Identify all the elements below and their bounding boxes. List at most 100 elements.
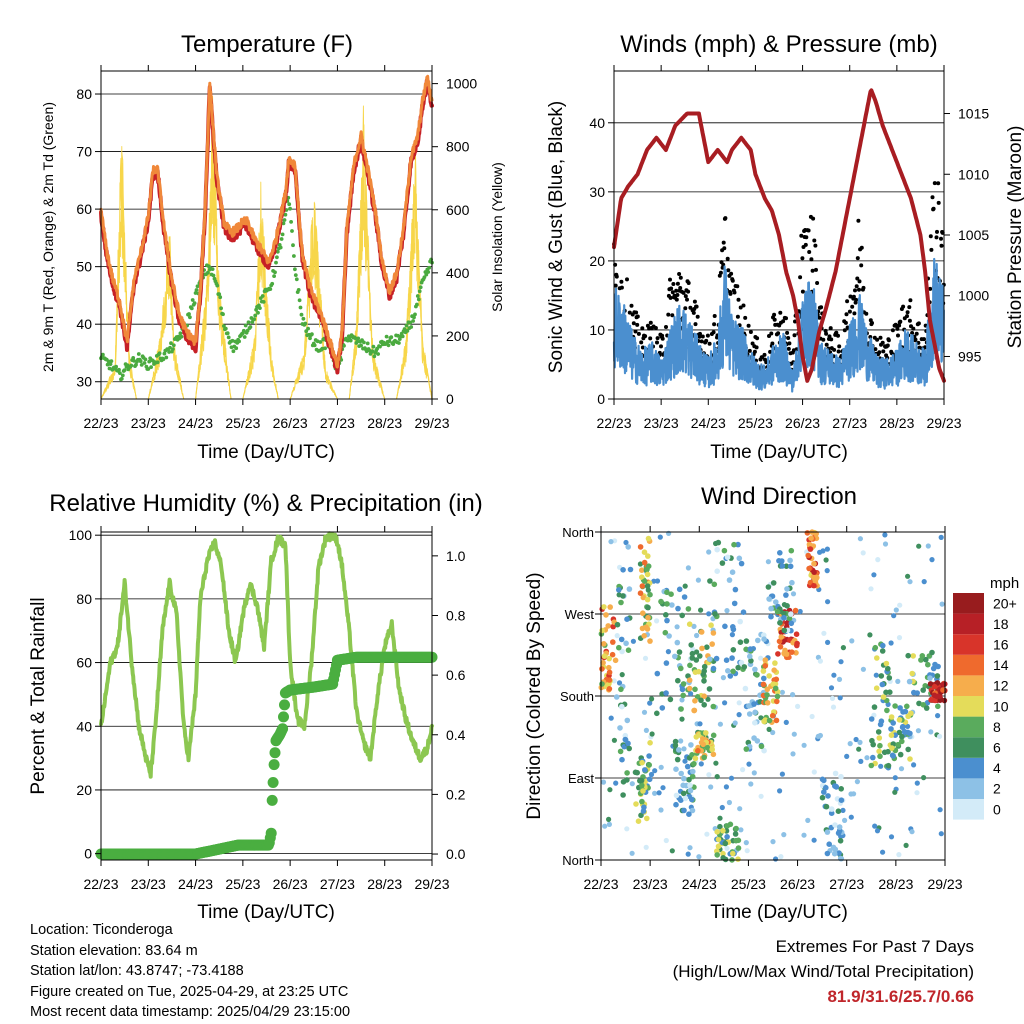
direction-point <box>761 632 767 638</box>
direction-point <box>888 714 895 720</box>
direction-point <box>825 793 831 799</box>
direction-point <box>893 607 899 613</box>
gust-point <box>693 322 698 327</box>
direction-point <box>766 673 772 679</box>
gust-point <box>633 329 638 334</box>
direction-xtick-label: 27/23 <box>829 876 864 892</box>
direction-point <box>613 694 620 700</box>
direction-point <box>857 739 863 746</box>
direction-point <box>764 700 771 706</box>
direction-point <box>916 543 922 549</box>
direction-point <box>927 675 933 681</box>
dewpoint-point <box>376 352 380 356</box>
gust-point <box>735 284 740 289</box>
dewpoint-point <box>211 273 216 278</box>
direction-point <box>701 754 707 761</box>
direction-point <box>929 557 935 563</box>
dewpoint-point <box>193 291 198 295</box>
speed-legend-swatch <box>953 696 984 717</box>
dewpoint-point <box>387 339 392 343</box>
direction-point <box>794 640 800 647</box>
direction-point <box>613 780 619 786</box>
direction-point <box>641 578 648 584</box>
gust-point <box>705 333 710 338</box>
precip-point <box>277 723 289 735</box>
dewpoint-point <box>164 355 169 360</box>
direction-point <box>888 726 894 732</box>
gust-point <box>669 286 674 291</box>
gust-point <box>653 326 658 330</box>
direction-point <box>710 751 717 758</box>
wind-line <box>612 257 945 393</box>
gust-point <box>914 331 919 336</box>
direction-point <box>751 735 757 741</box>
humidity-xtick-label: 28/23 <box>367 876 402 892</box>
dewpoint-point <box>298 305 303 310</box>
dewpoint-point <box>189 306 194 311</box>
direction-point <box>618 599 624 606</box>
direction-point <box>658 764 664 770</box>
direction-point <box>625 740 631 747</box>
gust-point <box>880 340 885 345</box>
direction-point <box>788 547 795 554</box>
dewpoint-point <box>161 357 166 362</box>
direction-point <box>736 700 742 706</box>
direction-point <box>614 621 621 628</box>
temperature-xtick-label: 23/23 <box>131 415 166 431</box>
direction-point <box>666 633 672 639</box>
gust-point <box>928 234 933 239</box>
dewpoint-point <box>273 270 277 275</box>
dewpoint-point <box>221 312 225 317</box>
precip-point <box>269 747 281 759</box>
humidity-xtick-label: 24/23 <box>178 876 213 892</box>
direction-point <box>742 685 749 692</box>
gust-point <box>809 257 814 262</box>
dewpoint-point <box>397 341 401 345</box>
direction-point <box>620 567 626 573</box>
rh-line <box>99 531 434 779</box>
gust-point <box>787 341 792 346</box>
extremes-box: Extremes For Past 7 Days (High/Low/Max W… <box>673 934 974 1009</box>
solar-ylabel: Solar Insolation (Yellow) <box>489 162 505 312</box>
extremes-subtitle: (High/Low/Max Wind/Total Precipitation) <box>672 962 974 981</box>
direction-point <box>600 779 607 785</box>
direction-point <box>743 840 749 846</box>
direction-point <box>892 789 898 795</box>
gust-point <box>895 326 900 331</box>
direction-point <box>896 635 903 641</box>
direction-point <box>838 773 844 780</box>
direction-point <box>858 758 864 765</box>
direction-point <box>681 807 687 814</box>
direction-point <box>610 623 616 630</box>
direction-axis-ticks: North East South West North 22/23 23/23 24/23 25… <box>560 525 963 892</box>
direction-point <box>849 638 855 644</box>
dewpoint-point <box>261 300 266 304</box>
precip-point <box>266 794 278 806</box>
direction-point <box>776 638 783 645</box>
gust-point <box>668 295 673 300</box>
direction-point <box>706 656 713 662</box>
dewpoint-point <box>365 341 370 346</box>
direction-point <box>768 613 774 620</box>
direction-point <box>928 697 934 703</box>
temperature-plot-frame <box>100 70 433 400</box>
direction-point <box>811 582 817 589</box>
gust-point <box>821 337 826 342</box>
gust-point <box>635 314 640 319</box>
direction-point <box>824 546 831 552</box>
gust-point <box>836 333 840 338</box>
gust-point <box>704 338 709 343</box>
direction-ylabel: Direction (Colored By Speed) <box>524 572 545 819</box>
dewpoint-point <box>252 317 257 322</box>
direction-point <box>663 690 669 696</box>
direction-point <box>686 677 693 683</box>
temperature-xtick-label: 27/23 <box>320 415 355 431</box>
direction-point <box>701 663 708 670</box>
direction-point <box>941 697 948 704</box>
gust-point <box>923 345 928 350</box>
direction-point <box>601 604 607 610</box>
direction-point <box>689 796 695 803</box>
direction-point <box>914 790 920 796</box>
direction-point <box>809 713 815 720</box>
dewpoint-point <box>142 361 147 365</box>
